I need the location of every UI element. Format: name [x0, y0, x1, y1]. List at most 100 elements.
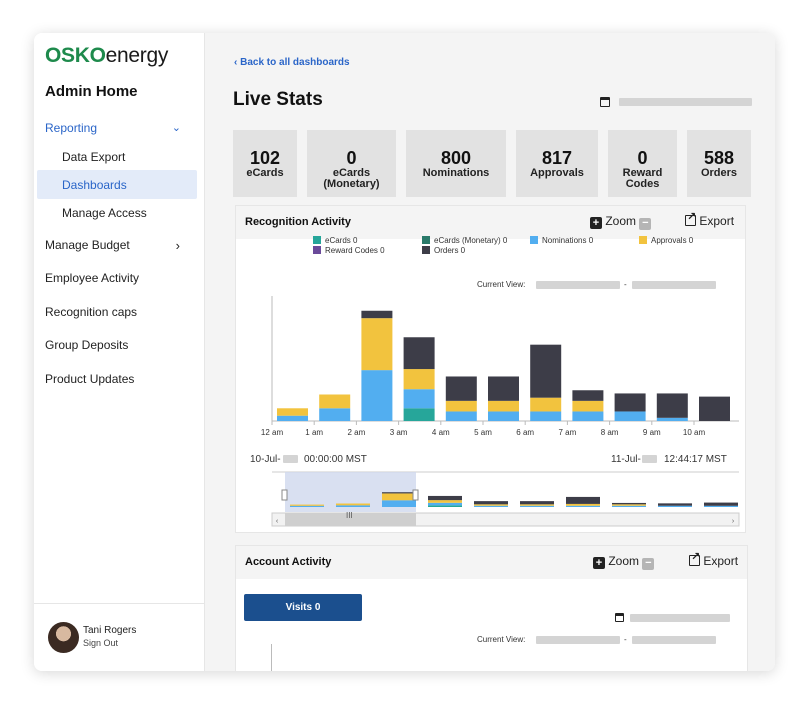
panel-header: Account Activity + Zoom − Export — [236, 546, 747, 579]
navigator-bar-segment — [612, 505, 646, 507]
sidebar-item-reporting[interactable]: Reporting ⌄ — [45, 121, 195, 135]
navigator-bar-segment — [566, 496, 600, 504]
chart-bar-segment[interactable] — [614, 393, 646, 412]
chart-bar-segment[interactable] — [403, 389, 435, 409]
export-label: Export — [703, 554, 739, 568]
visits-button[interactable]: Visits 0 — [244, 594, 362, 621]
sidebar-item-product-updates[interactable]: Product Updates — [45, 372, 135, 386]
navigator-bar-segment — [382, 500, 416, 507]
chart-bar-segment[interactable] — [403, 337, 435, 370]
brand-logo[interactable]: OSKOenergy — [45, 44, 168, 68]
chart-bar-segment[interactable] — [445, 400, 477, 412]
sidebar-item-employee-activity[interactable]: Employee Activity — [45, 271, 140, 285]
sidebar-item-dashboards[interactable]: Dashboards — [62, 178, 127, 192]
x-tick-label: 3 am — [390, 428, 408, 437]
chart-bar-segment[interactable] — [488, 376, 519, 401]
scroll-left-arrow-icon[interactable]: ‹ — [276, 518, 279, 525]
chart-bar-segment[interactable] — [445, 411, 477, 421]
stat-card-orders: 588 Orders — [687, 130, 751, 197]
stat-label: Reward — [622, 167, 663, 179]
panel-title: Recognition Activity — [245, 216, 351, 228]
legend-swatch — [422, 246, 430, 254]
chart-bar-segment[interactable] — [445, 376, 477, 401]
navigator-left-handle[interactable] — [281, 489, 288, 501]
chart-bar-segment[interactable] — [530, 344, 562, 398]
chart-bar-segment[interactable] — [319, 394, 351, 409]
legend-item[interactable]: eCards (Monetary) 0 — [422, 236, 507, 245]
chart-bar-segment[interactable] — [614, 411, 646, 421]
x-tick-label: 7 am — [559, 428, 577, 437]
date-range-placeholder[interactable] — [619, 98, 752, 106]
sidebar-item-manage-budget[interactable]: Manage Budget › — [45, 238, 195, 253]
chart-bar-segment[interactable] — [572, 400, 604, 412]
zoom-in-icon[interactable]: + — [593, 557, 605, 569]
chart-bar-segment[interactable] — [530, 411, 562, 421]
stat-value: 817 — [541, 148, 573, 168]
x-tick-label: 4 am — [432, 428, 450, 437]
panel-title: Account Activity — [245, 556, 332, 568]
date-range-placeholder[interactable] — [630, 614, 730, 622]
range-end-placeholder — [642, 455, 657, 463]
chevron-left-icon: ‹ — [234, 57, 238, 68]
zoom-out-icon[interactable]: − — [642, 558, 655, 570]
chart-bar-segment[interactable] — [656, 417, 688, 421]
chart-bar-segment[interactable] — [656, 393, 688, 418]
stat-label: Orders — [700, 167, 738, 179]
sidebar-item-manage-access[interactable]: Manage Access — [62, 206, 147, 220]
avatar[interactable] — [48, 622, 79, 653]
chart-bar-segment[interactable] — [319, 408, 351, 421]
legend-item[interactable]: Reward Codes 0 — [313, 246, 385, 255]
chevron-right-icon: › — [175, 238, 180, 253]
current-view-start-placeholder — [536, 281, 620, 289]
sidebar-item-data-export[interactable]: Data Export — [62, 150, 126, 164]
chart-bar-segment[interactable] — [361, 370, 393, 421]
logo-primary: OSKO — [45, 44, 106, 67]
admin-home-title[interactable]: Admin Home — [45, 83, 138, 100]
export-button[interactable]: Export — [689, 550, 739, 568]
navigator-bar-segment — [428, 502, 462, 506]
chart-bar-segment[interactable] — [488, 400, 519, 412]
user-name: Tani Rogers — [83, 625, 137, 636]
legend-item[interactable]: Orders 0 — [422, 246, 465, 255]
export-button[interactable]: Export — [685, 210, 734, 228]
stat-label: (Monetary) — [323, 178, 380, 190]
chart-bar-segment[interactable] — [403, 369, 435, 390]
stat-value: 588 — [703, 148, 735, 168]
zoom-in-icon[interactable]: + — [590, 217, 602, 229]
scroll-right-arrow-icon[interactable]: › — [732, 518, 735, 525]
sidebar-item-group-deposits[interactable]: Group Deposits — [45, 338, 129, 352]
zoom-out-icon[interactable]: − — [639, 218, 652, 230]
calendar-icon[interactable] — [615, 613, 624, 622]
range-start-date: 10-Jul- — [250, 454, 281, 465]
legend-label: eCards 0 — [325, 236, 358, 245]
sign-out-link[interactable]: Sign Out — [83, 638, 119, 648]
back-to-dashboards-link[interactable]: ‹ Back to all dashboards — [234, 57, 350, 68]
chart-bar-segment[interactable] — [699, 396, 730, 421]
legend-item[interactable]: eCards 0 — [313, 236, 357, 245]
navigator-bar-segment — [566, 505, 600, 507]
navigator-scroll-handle[interactable]: III — [346, 511, 353, 520]
navigator-chart[interactable]: ‹ › — [236, 470, 747, 530]
current-view-label: Current View: — [477, 635, 526, 644]
current-view-end-placeholder — [632, 636, 716, 644]
chart-bar-segment[interactable] — [403, 408, 435, 421]
chart-bar-segment[interactable] — [361, 318, 393, 371]
chart-bar-segment[interactable] — [572, 390, 604, 401]
chart-bar-segment[interactable] — [277, 415, 308, 421]
chart-bar-segment[interactable] — [361, 310, 393, 319]
calendar-icon[interactable] — [600, 97, 610, 107]
chart-bar-segment[interactable] — [488, 411, 519, 421]
legend-item[interactable]: Approvals 0 — [639, 236, 693, 245]
chart-bar-segment[interactable] — [530, 397, 562, 412]
stat-card-nominations: 800 Nominations — [406, 130, 506, 197]
navigator-scrollbar-thumb[interactable] — [285, 513, 416, 526]
navigator-bar-segment — [520, 501, 554, 505]
navigator-bar-segment — [474, 501, 508, 505]
sidebar-item-recognition-caps[interactable]: Recognition caps — [45, 305, 138, 319]
navigator-right-handle[interactable] — [412, 489, 419, 501]
chart-bar-segment[interactable] — [572, 411, 604, 421]
stat-card-approvals: 817 Approvals — [516, 130, 598, 197]
sidebar-item-label: Manage Budget — [45, 238, 130, 252]
legend-item[interactable]: Nominations 0 — [530, 236, 593, 245]
chart-bar-segment[interactable] — [277, 408, 308, 416]
